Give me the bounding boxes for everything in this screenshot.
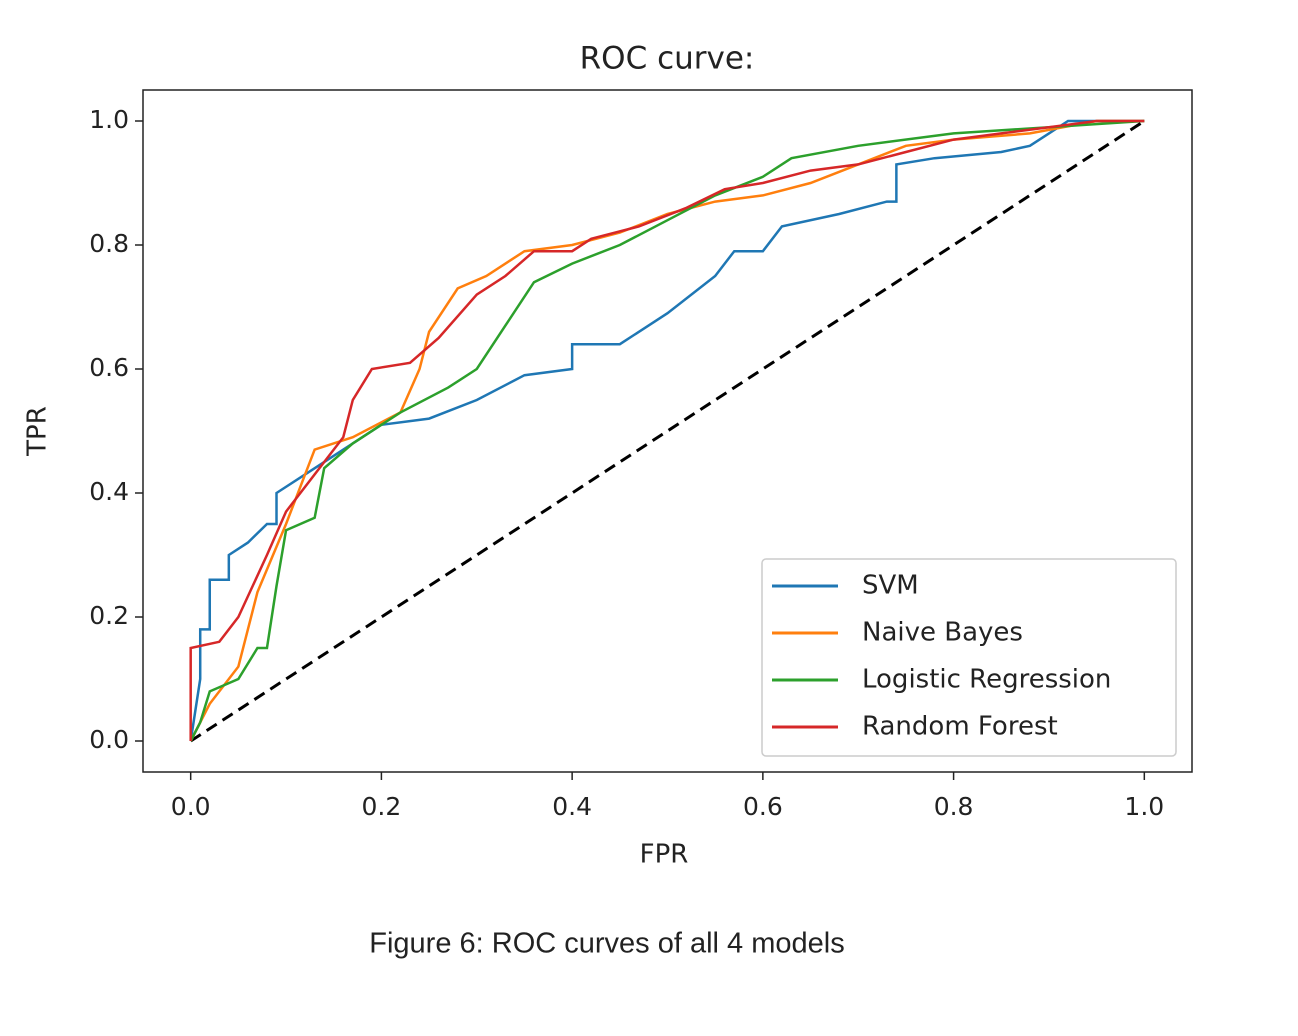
chart-title: ROC curve: (580, 41, 755, 77)
legend-label: SVM (862, 571, 919, 601)
y-tick-label: 0.2 (89, 601, 129, 630)
series-line (189, 119, 1145, 742)
caption: Figure 6: ROC curves of all 4 models (369, 928, 844, 960)
series-line (189, 119, 1145, 742)
x-tick-label: 0.8 (934, 792, 974, 821)
y-tick-label: 0.6 (89, 353, 129, 382)
y-tick-label: 0.4 (89, 477, 129, 506)
legend-box (761, 558, 1177, 757)
series-line (189, 119, 1145, 742)
y-tick-label: 1.0 (89, 105, 129, 134)
x-tick-label: 0.2 (362, 792, 402, 821)
y-tick-label: 0.0 (89, 725, 129, 754)
x-tick-label: 1.0 (1124, 792, 1164, 821)
legend-label: Naive Bayes (862, 618, 1023, 648)
x-axis-label: FPR (640, 840, 689, 870)
legend-label: Logistic Regression (862, 665, 1111, 695)
x-tick-label: 0.4 (552, 792, 592, 821)
y-tick-label: 0.8 (89, 229, 129, 258)
series-line (189, 119, 1145, 741)
x-tick-label: 0.0 (171, 792, 211, 821)
plot-frame (142, 89, 1193, 773)
x-tick-label: 0.6 (743, 792, 783, 821)
y-axis-label: TPR (23, 406, 53, 457)
legend-label: Random Forest (862, 712, 1058, 742)
